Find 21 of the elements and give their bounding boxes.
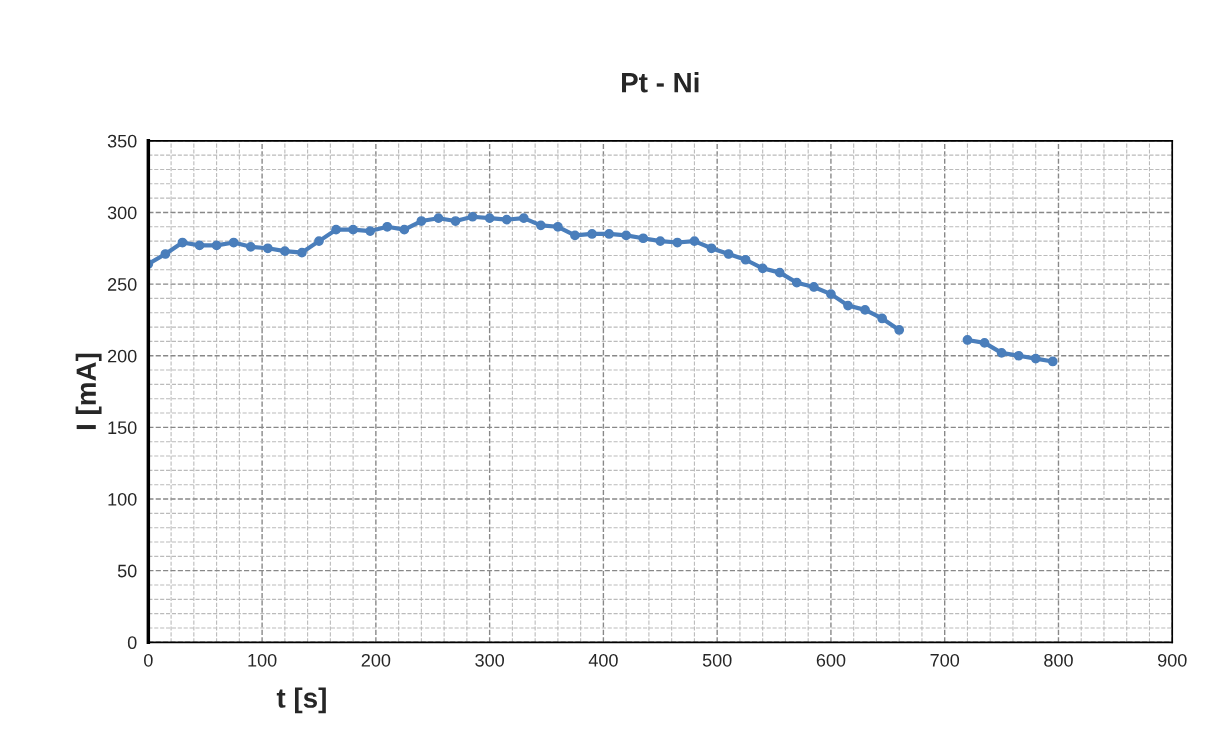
y-tick-label: 250 [108, 278, 137, 291]
y-axis-title: I [mA] [75, 353, 102, 430]
x-tick-label: 0 [144, 653, 153, 667]
y-tick-label: 200 [108, 349, 137, 363]
y-tick-label: 300 [107, 206, 137, 220]
y-tick-label: 50 [117, 564, 137, 578]
x-tick-label: 400 [588, 653, 618, 667]
y-tick-label: 150 [108, 421, 137, 435]
chart-title: Pt - Ni [622, 72, 699, 93]
x-tick-label: 200 [361, 653, 391, 667]
x-tick-label: 300 [475, 653, 504, 667]
x-tick-label: 800 [1044, 653, 1073, 667]
x-tick-label: 100 [248, 653, 277, 667]
x-tick-label: 700 [930, 653, 960, 667]
y-tick-label: 100 [108, 492, 137, 506]
x-tick-label: 900 [1158, 653, 1187, 667]
x-tick-label: 500 [702, 653, 732, 667]
y-tick-label: 0 [127, 636, 137, 650]
x-tick-label: 600 [816, 653, 846, 667]
x-axis-title: t [s] [276, 687, 326, 714]
y-tick-label: 350 [107, 134, 137, 148]
